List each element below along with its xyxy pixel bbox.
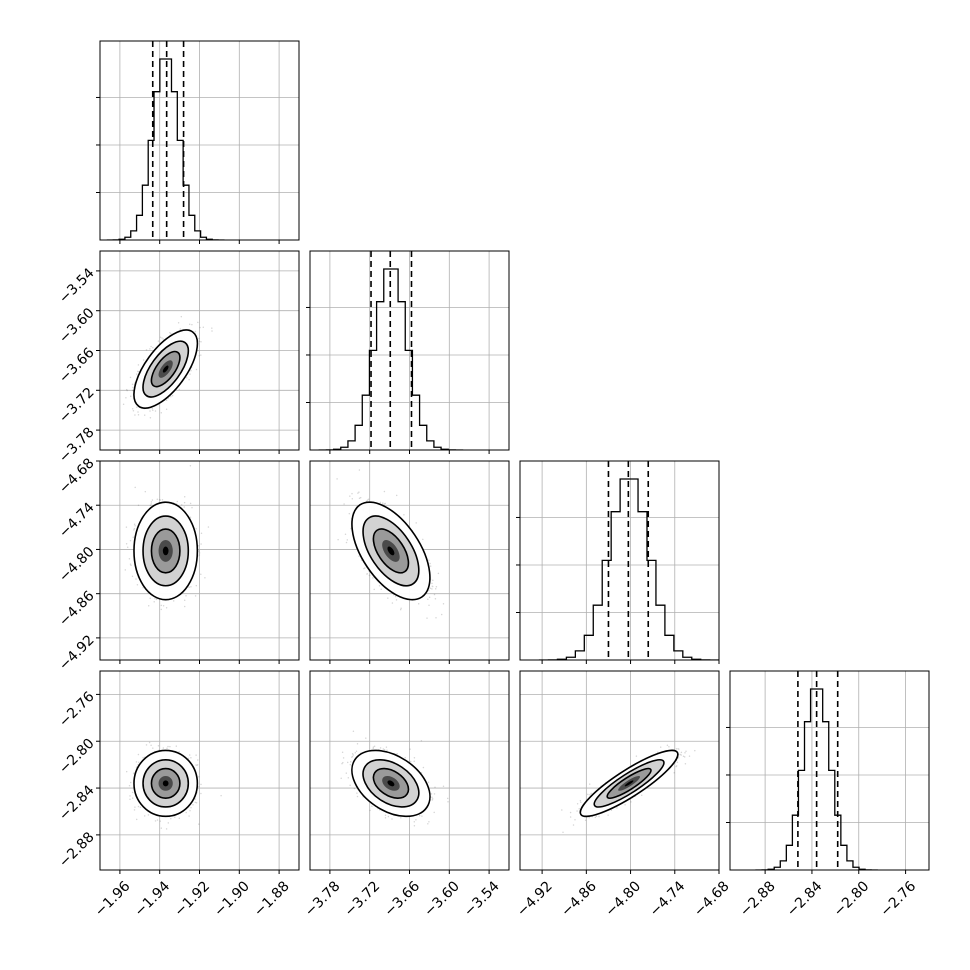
panel-2-1 [309, 460, 510, 664]
xtick-label-2-3: −4.74 [647, 878, 689, 920]
panel-0-0 [96, 40, 300, 244]
xtick-label-2-1: −4.86 [558, 878, 600, 920]
panel-2-0 [96, 460, 300, 664]
xtick-label-1-0: −3.78 [302, 878, 344, 920]
contour-1 [362, 759, 420, 808]
panel-1-1 [306, 250, 510, 454]
xtick-label-1-2: −3.66 [381, 878, 423, 920]
density-fill-4 [387, 546, 395, 556]
xtick-label-2-2: −4.80 [603, 878, 645, 920]
scatter-1-0 [122, 315, 213, 419]
ytick-label-3-1: −2.84 [56, 782, 98, 824]
contour-2 [372, 767, 410, 799]
panel-1-0 [96, 250, 300, 454]
ytick-label-1-3: −3.60 [56, 305, 98, 347]
ytick-label-2-0: −4.92 [56, 632, 98, 674]
contour-2 [150, 350, 181, 388]
contour-2 [150, 528, 181, 574]
contour-1 [142, 515, 190, 587]
contour-1 [593, 759, 665, 808]
histogram-3 [755, 688, 878, 870]
ytick-label-2-2: −4.80 [56, 544, 98, 586]
xtick-label-1-3: −3.60 [421, 878, 463, 920]
panel-3-0 [96, 670, 300, 874]
scatter-3-0 [125, 741, 222, 830]
contour-2 [150, 767, 181, 799]
xtick-label-0-4: −1.88 [251, 878, 293, 920]
histogram-2 [538, 478, 719, 660]
ytick-label-2-3: −4.74 [56, 500, 98, 542]
contour-1 [362, 515, 420, 587]
ytick-label-1-1: −3.72 [56, 385, 98, 427]
density-fill-4 [387, 780, 395, 787]
density-fill-4 [162, 546, 169, 556]
density-fill-4 [162, 365, 169, 373]
xtick-label-0-0: −1.96 [92, 878, 134, 920]
contour-2 [372, 528, 410, 574]
xtick-label-0-3: −1.90 [211, 878, 253, 920]
density-fill-4 [624, 780, 634, 787]
contour-1 [142, 759, 190, 808]
xtick-label-3-3: −2.76 [878, 878, 920, 920]
xtick-label-3-0: −2.88 [737, 878, 779, 920]
ytick-label-2-1: −4.86 [56, 588, 98, 630]
contour-0 [133, 749, 199, 818]
contour-0 [133, 501, 199, 601]
contour-0 [351, 501, 431, 601]
contour-0 [133, 329, 199, 409]
xtick-label-1-4: −3.54 [461, 878, 503, 920]
scatter-3-2 [561, 744, 696, 834]
panel-frame [519, 670, 720, 871]
contour-0 [579, 749, 679, 818]
panel-2-2 [516, 460, 720, 664]
panel-3-1 [309, 670, 510, 874]
ytick-label-1-4: −3.54 [56, 265, 98, 307]
ytick-label-3-2: −2.80 [56, 736, 98, 778]
xtick-label-1-1: −3.72 [342, 878, 384, 920]
contour-0 [351, 749, 431, 818]
density-fill-4 [162, 780, 169, 787]
ytick-label-3-3: −2.76 [56, 689, 98, 731]
xtick-label-0-1: −1.94 [132, 878, 174, 920]
contour-2 [606, 767, 652, 799]
ytick-label-3-0: −2.88 [56, 829, 98, 871]
xtick-label-0-2: −1.92 [171, 878, 213, 920]
xtick-label-3-1: −2.84 [784, 878, 826, 920]
panel-frame [729, 670, 930, 871]
ytick-label-1-2: −3.66 [56, 345, 98, 387]
scatter-3-1 [340, 730, 449, 827]
xtick-label-3-2: −2.80 [831, 878, 873, 920]
histogram-1 [318, 268, 464, 450]
panel-3-2 [519, 670, 720, 874]
contour-1 [142, 340, 190, 398]
scatter-2-0 [124, 464, 210, 611]
panel-3-3 [726, 670, 930, 874]
xtick-label-2-0: −4.92 [514, 878, 556, 920]
scatter-2-1 [336, 469, 445, 619]
xtick-label-2-4: −4.68 [691, 878, 733, 920]
histogram-0 [106, 58, 225, 240]
ytick-label-1-0: −3.78 [56, 424, 98, 466]
panel-frame [519, 460, 720, 661]
